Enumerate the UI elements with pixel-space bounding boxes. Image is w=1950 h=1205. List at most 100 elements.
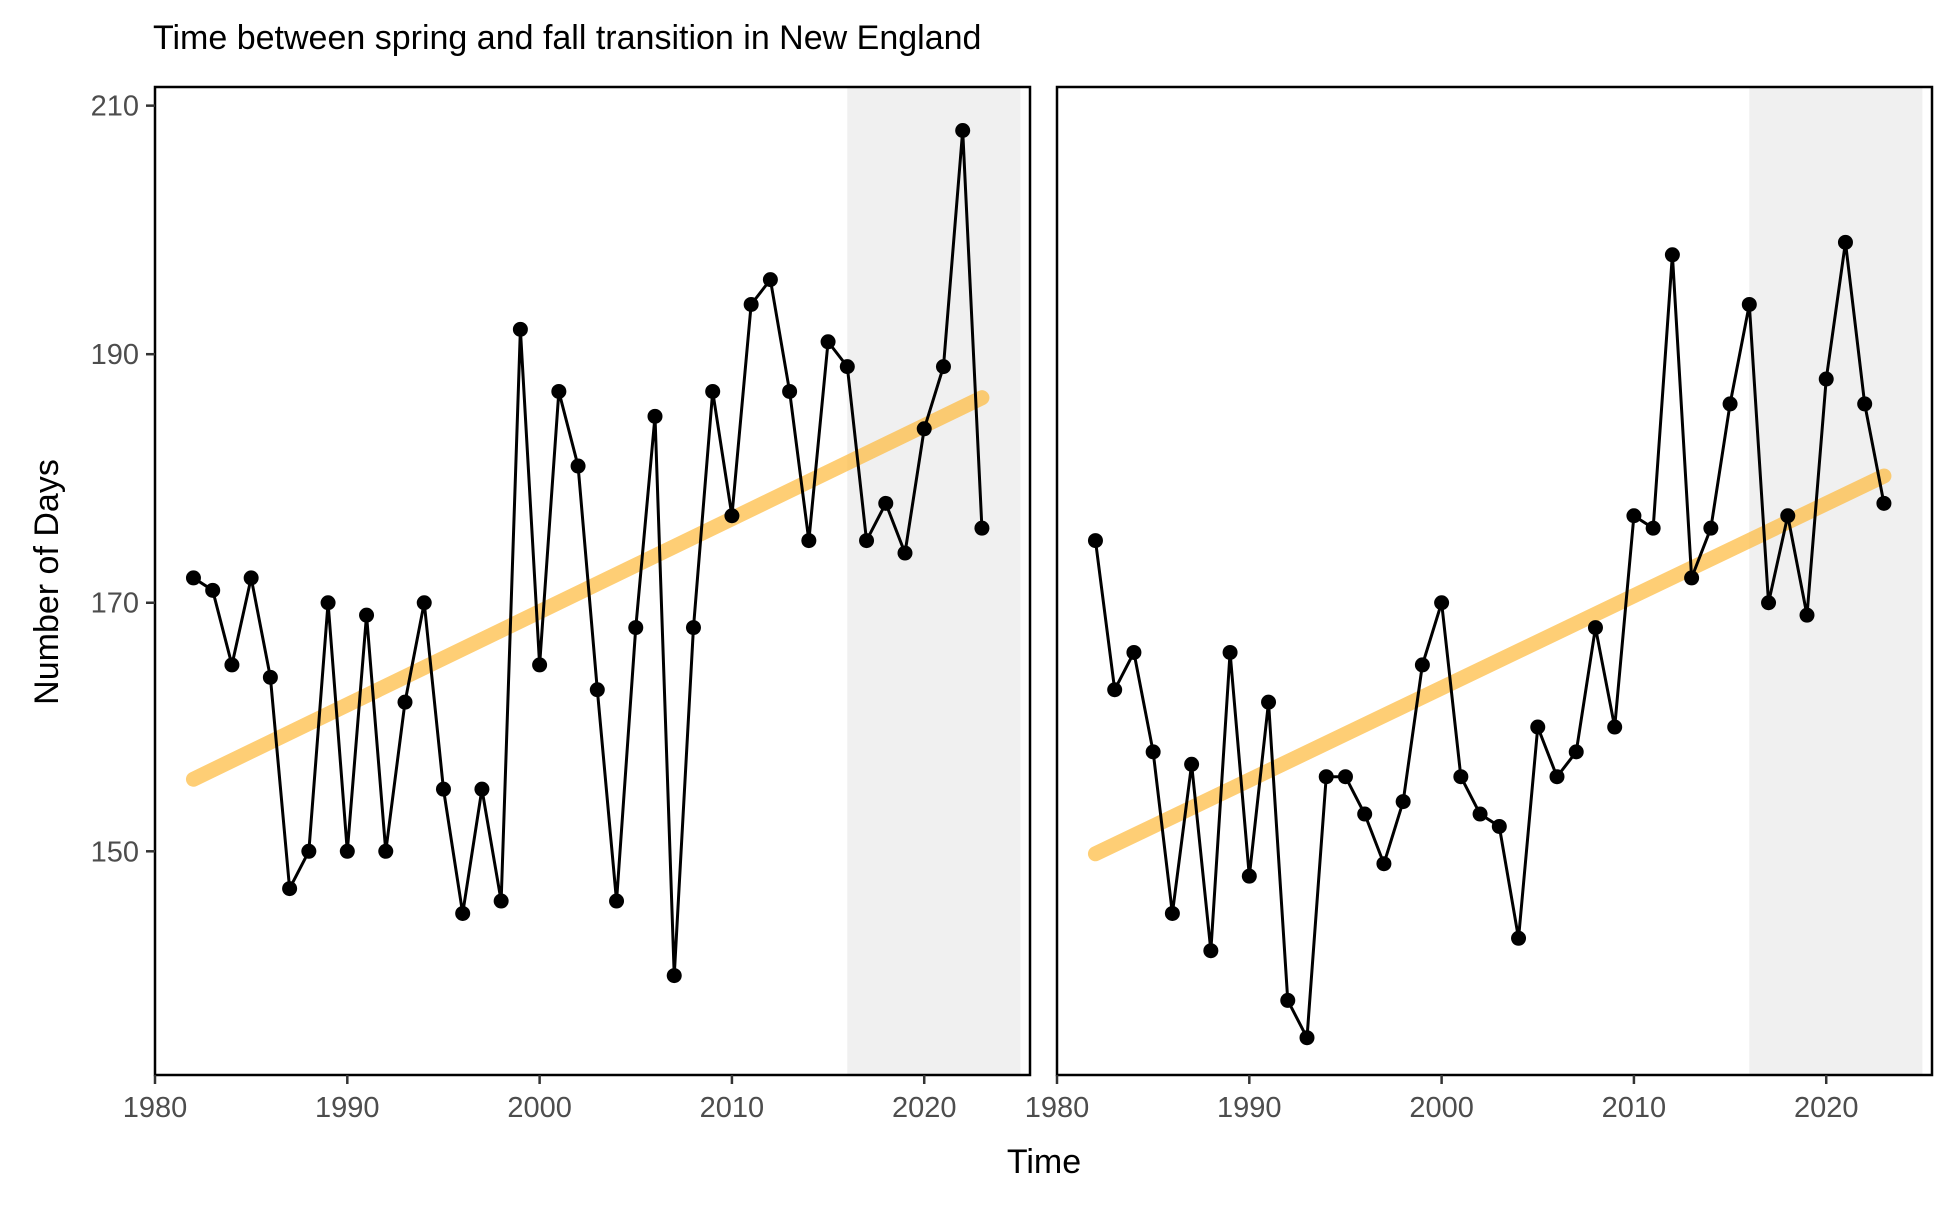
data-point — [1511, 930, 1527, 946]
data-point — [1587, 620, 1603, 636]
data-point — [1607, 719, 1623, 735]
x-tick-label: 2010 — [1602, 1092, 1667, 1124]
data-point — [1664, 247, 1680, 263]
data-point — [1261, 694, 1277, 710]
data-point — [301, 843, 317, 859]
data-point — [801, 533, 817, 549]
data-point — [1876, 495, 1892, 511]
data-point — [455, 905, 471, 921]
data-point — [474, 781, 490, 797]
data-point — [1568, 744, 1584, 760]
x-tick-label: 2020 — [1794, 1092, 1859, 1124]
x-tick-label: 1990 — [315, 1092, 380, 1124]
data-point — [1414, 657, 1430, 673]
y-tick-label: 150 — [91, 836, 139, 868]
data-point — [416, 595, 432, 611]
data-point — [282, 881, 298, 897]
data-point — [262, 669, 278, 685]
panel-2: 1980 1990 2000 2010 2020 — [1025, 85, 1934, 1124]
data-point — [1203, 943, 1219, 959]
data-point — [743, 296, 759, 312]
data-point — [1491, 818, 1507, 834]
data-point — [897, 545, 913, 561]
data-point — [359, 607, 375, 623]
panel-border — [1055, 85, 1934, 1077]
y-tick-label: 170 — [91, 588, 139, 620]
data-point — [1184, 756, 1200, 772]
data-point — [243, 570, 259, 586]
x-tick-label: 1980 — [1025, 1092, 1090, 1124]
data-point — [878, 495, 894, 511]
data-point — [839, 359, 855, 375]
data-point — [1857, 396, 1873, 412]
data-point — [1318, 769, 1334, 785]
data-point — [1395, 794, 1411, 810]
data-point — [1337, 769, 1353, 785]
data-point — [1126, 644, 1142, 660]
data-point — [493, 893, 509, 909]
data-point — [666, 968, 682, 984]
data-point — [1741, 296, 1757, 312]
data-point — [378, 843, 394, 859]
data-point — [1645, 520, 1661, 536]
x-tick-label: 2020 — [892, 1092, 957, 1124]
data-point — [1453, 769, 1469, 785]
data-point — [512, 321, 528, 337]
y-tick-label: 190 — [91, 339, 139, 371]
data-point — [1145, 744, 1161, 760]
data-point — [1818, 371, 1834, 387]
highlight-region — [847, 87, 1021, 1075]
y-axis-title: Number of Days — [28, 459, 66, 705]
data-point — [185, 570, 201, 586]
data-point — [1280, 992, 1296, 1008]
data-point — [532, 657, 548, 673]
data-point — [935, 359, 951, 375]
data-point — [1357, 806, 1373, 822]
data-point — [1549, 769, 1565, 785]
y-tick-label: 210 — [91, 91, 139, 123]
data-point — [628, 620, 644, 636]
data-point — [1780, 508, 1796, 524]
data-point — [1626, 508, 1642, 524]
panel-border — [153, 85, 1032, 1077]
data-point — [820, 334, 836, 350]
data-point — [1087, 533, 1103, 549]
data-point — [955, 122, 971, 138]
x-axis-title: Time — [1007, 1143, 1081, 1181]
data-point — [859, 533, 875, 549]
data-point — [647, 408, 663, 424]
x-tick-label: 1990 — [1217, 1092, 1282, 1124]
data-point — [205, 582, 221, 598]
data-point — [762, 272, 778, 288]
data-point — [1376, 856, 1392, 872]
data-point — [1837, 234, 1853, 250]
data-point — [1684, 570, 1700, 586]
data-point — [782, 383, 798, 399]
panel-1: 1980 1990 2000 2010 2020 150 170 190 210 — [91, 85, 1032, 1124]
data-point — [1222, 644, 1238, 660]
data-point — [589, 682, 605, 698]
data-point — [705, 383, 721, 399]
x-tick-label: 1980 — [123, 1092, 188, 1124]
data-point — [1703, 520, 1719, 536]
data-point — [397, 694, 413, 710]
data-point — [435, 781, 451, 797]
data-point — [1164, 905, 1180, 921]
data-point — [916, 421, 932, 437]
data-point — [1722, 396, 1738, 412]
data-point — [339, 843, 355, 859]
x-tick-label: 2000 — [1409, 1092, 1474, 1124]
data-point — [974, 520, 990, 536]
data-point — [1530, 719, 1546, 735]
series-line — [192, 128, 984, 978]
data-point — [551, 383, 567, 399]
chart-title: Time between spring and fall transition … — [153, 19, 981, 57]
x-tick-label: 2000 — [507, 1092, 572, 1124]
data-point — [320, 595, 336, 611]
panels-layer: 1980 1990 2000 2010 2020 150 170 190 210 1980 1990… — [91, 85, 1934, 1124]
data-point — [1107, 682, 1123, 698]
data-point — [724, 508, 740, 524]
data-point — [1761, 595, 1777, 611]
